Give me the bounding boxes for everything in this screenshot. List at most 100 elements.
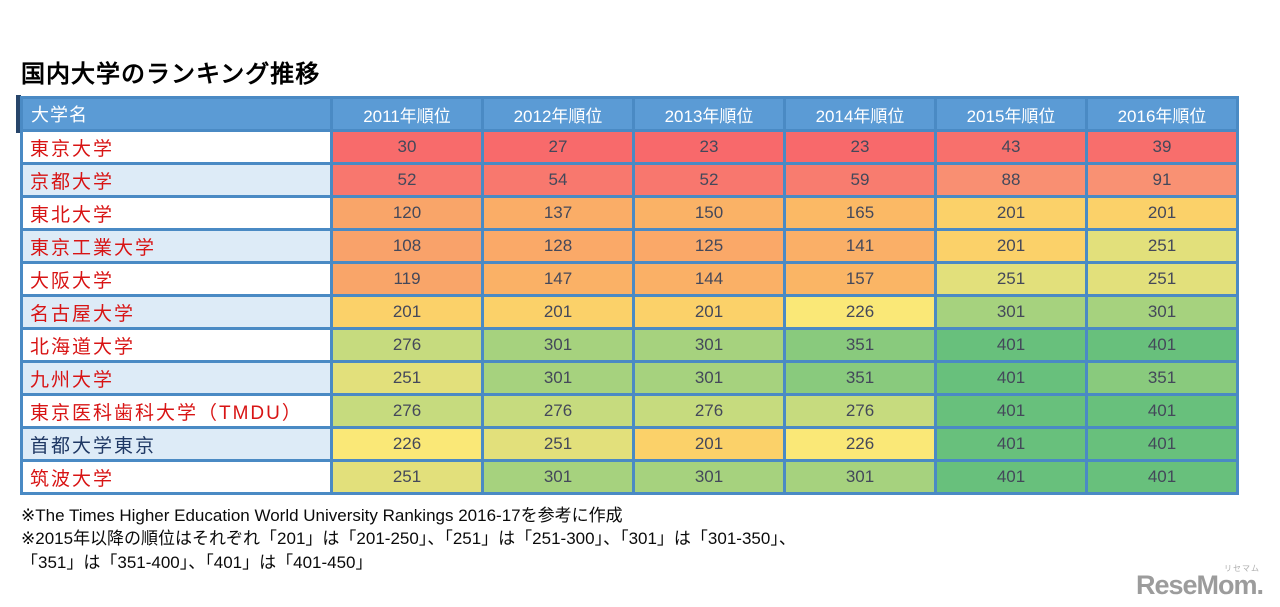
rank-value-cell: 137 (481, 195, 635, 231)
university-name-cell: 東京医科歯科大学（TMDU） (20, 393, 333, 429)
rank-value-cell: 23 (783, 129, 937, 165)
footnote-line-2: ※2015年以降の順位はそれぞれ「201」は「201-250」、「251」は「2… (21, 529, 796, 549)
university-name-cell: 北海道大学 (20, 327, 333, 363)
rank-value-cell: 401 (934, 360, 1088, 396)
column-header-university-name: 大学名 (20, 96, 333, 132)
rank-value-cell: 251 (1085, 228, 1239, 264)
table-row: 東京工業大学 108 128 125 141 201 251 (20, 228, 1239, 264)
rank-value-cell: 301 (783, 459, 937, 495)
rank-value-cell: 301 (481, 459, 635, 495)
rank-value-cell: 301 (632, 360, 786, 396)
rank-value-cell: 54 (481, 162, 635, 198)
rank-value-cell: 27 (481, 129, 635, 165)
rank-value-cell: 91 (1085, 162, 1239, 198)
rank-value-cell: 39 (1085, 129, 1239, 165)
rank-value-cell: 201 (934, 195, 1088, 231)
rank-value-cell: 401 (1085, 393, 1239, 429)
rank-value-cell: 276 (481, 393, 635, 429)
page-title: 国内大学のランキング推移 (21, 61, 321, 88)
rank-value-cell: 30 (330, 129, 484, 165)
rank-value-cell: 201 (632, 426, 786, 462)
footnotes: ※The Times Higher Education World Univer… (21, 504, 1121, 574)
header-accent-bar (16, 95, 21, 133)
rank-value-cell: 251 (934, 261, 1088, 297)
rank-value-cell: 301 (481, 327, 635, 363)
rank-value-cell: 43 (934, 129, 1088, 165)
rank-value-cell: 301 (632, 459, 786, 495)
university-name-cell: 東京大学 (20, 129, 333, 165)
table-row: 北海道大学 276 301 301 351 401 401 (20, 327, 1239, 363)
rank-value-cell: 88 (934, 162, 1088, 198)
table-row: 東京医科歯科大学（TMDU） 276 276 276 276 401 401 (20, 393, 1239, 429)
rank-value-cell: 119 (330, 261, 484, 297)
logo-text: ReseMom. (1135, 570, 1264, 600)
footnote-line-1: ※The Times Higher Education World Univer… (21, 506, 623, 525)
rank-value-cell: 251 (481, 426, 635, 462)
rank-value-cell: 52 (632, 162, 786, 198)
rank-value-cell: 201 (481, 294, 635, 330)
rank-value-cell: 276 (783, 393, 937, 429)
rank-value-cell: 351 (783, 327, 937, 363)
column-header-year-1: 2012年順位 (481, 96, 635, 132)
rank-value-cell: 301 (1085, 294, 1239, 330)
rank-value-cell: 147 (481, 261, 635, 297)
table-row: 大阪大学 119 147 144 157 251 251 (20, 261, 1239, 297)
rank-value-cell: 165 (783, 195, 937, 231)
column-header-year-4: 2015年順位 (934, 96, 1088, 132)
rank-value-cell: 401 (1085, 459, 1239, 495)
rank-value-cell: 128 (481, 228, 635, 264)
column-header-year-5: 2016年順位 (1085, 96, 1239, 132)
rank-value-cell: 401 (934, 393, 1088, 429)
rank-value-cell: 301 (934, 294, 1088, 330)
university-name-cell: 大阪大学 (20, 261, 333, 297)
rank-value-cell: 401 (934, 459, 1088, 495)
rank-value-cell: 108 (330, 228, 484, 264)
table-row: 東京大学 30 27 23 23 43 39 (20, 129, 1239, 165)
university-name-cell: 東京工業大学 (20, 228, 333, 264)
university-name-cell: 名古屋大学 (20, 294, 333, 330)
rank-value-cell: 201 (632, 294, 786, 330)
rank-value-cell: 301 (632, 327, 786, 363)
column-header-year-3: 2014年順位 (783, 96, 937, 132)
table-header-row: 大学名 2011年順位 2012年順位 2013年順位 2014年順位 2015年順位 20… (20, 96, 1239, 132)
rank-value-cell: 201 (1085, 195, 1239, 231)
university-name-cell: 九州大学 (20, 360, 333, 396)
logo-ruby-text: リセマム (1224, 564, 1260, 573)
table-row: 名古屋大学 201 201 201 226 301 301 (20, 294, 1239, 330)
rank-value-cell: 251 (1085, 261, 1239, 297)
rank-value-cell: 201 (934, 228, 1088, 264)
table-row: 筑波大学 251 301 301 301 401 401 (20, 459, 1239, 495)
table-row: 九州大学 251 301 301 351 401 351 (20, 360, 1239, 396)
resemom-logo: リセマム ReseMom. (1135, 564, 1264, 601)
university-name-cell: 東北大学 (20, 195, 333, 231)
column-header-year-0: 2011年順位 (330, 96, 484, 132)
university-name-cell: 京都大学 (20, 162, 333, 198)
rank-value-cell: 125 (632, 228, 786, 264)
rank-value-cell: 157 (783, 261, 937, 297)
rank-value-cell: 52 (330, 162, 484, 198)
rank-value-cell: 401 (934, 426, 1088, 462)
rank-value-cell: 276 (632, 393, 786, 429)
rank-value-cell: 144 (632, 261, 786, 297)
rank-value-cell: 276 (330, 327, 484, 363)
rank-value-cell: 226 (783, 426, 937, 462)
rank-value-cell: 59 (783, 162, 937, 198)
rank-value-cell: 401 (1085, 327, 1239, 363)
column-header-year-2: 2013年順位 (632, 96, 786, 132)
rank-value-cell: 401 (934, 327, 1088, 363)
rank-value-cell: 226 (330, 426, 484, 462)
rank-value-cell: 141 (783, 228, 937, 264)
rank-value-cell: 301 (481, 360, 635, 396)
rank-value-cell: 251 (330, 360, 484, 396)
table-row: 首都大学東京 226 251 201 226 401 401 (20, 426, 1239, 462)
footnote-line-3: 「351」は「351-400」、「401」は「401-450」 (21, 552, 373, 572)
rank-value-cell: 120 (330, 195, 484, 231)
rank-value-cell: 23 (632, 129, 786, 165)
university-name-cell: 筑波大学 (20, 459, 333, 495)
rank-value-cell: 401 (1085, 426, 1239, 462)
table-row: 京都大学 52 54 52 59 88 91 (20, 162, 1239, 198)
rank-value-cell: 351 (1085, 360, 1239, 396)
university-ranking-table: 大学名 2011年順位 2012年順位 2013年順位 2014年順位 2015年順位 20… (20, 96, 1239, 495)
rank-value-cell: 201 (330, 294, 484, 330)
